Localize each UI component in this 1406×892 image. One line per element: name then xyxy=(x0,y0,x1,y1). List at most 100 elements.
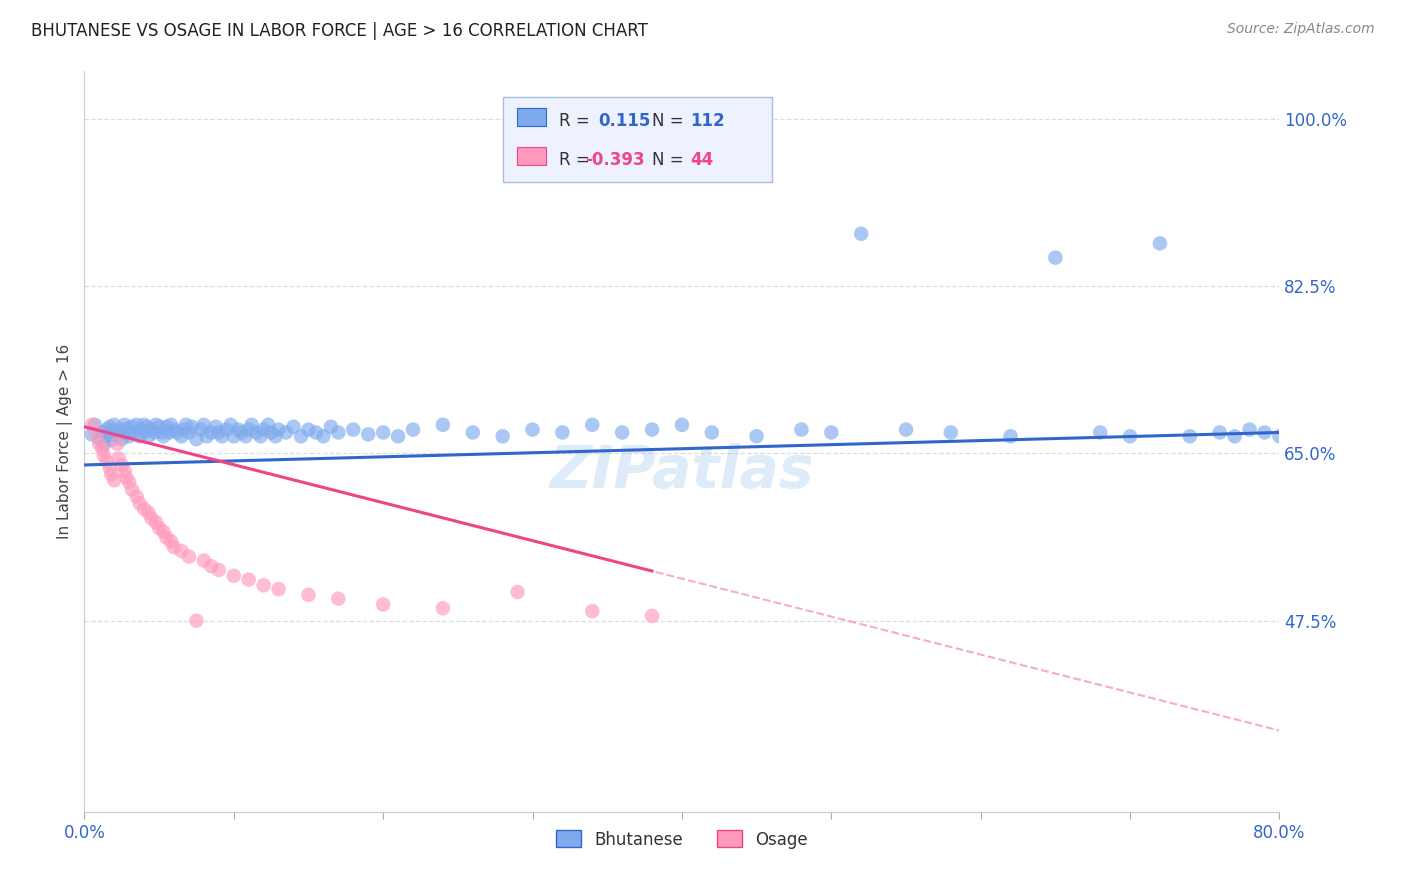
Point xyxy=(100,433,122,447)
Point xyxy=(222,568,245,582)
Point xyxy=(155,419,177,434)
Point xyxy=(1268,429,1291,443)
Point xyxy=(745,429,768,443)
Point xyxy=(118,429,141,443)
Point xyxy=(1090,425,1112,440)
Point xyxy=(328,425,350,440)
Point xyxy=(1209,425,1232,440)
Legend: Bhutanese, Osage: Bhutanese, Osage xyxy=(550,823,814,855)
Point xyxy=(264,429,287,443)
Point xyxy=(211,429,233,443)
Point xyxy=(111,458,134,472)
Point xyxy=(174,417,197,432)
Point xyxy=(148,419,170,434)
Point xyxy=(297,588,319,602)
Point xyxy=(177,425,200,440)
Point xyxy=(1119,429,1142,443)
Point xyxy=(129,423,152,437)
Point xyxy=(283,419,305,434)
Point xyxy=(851,227,873,241)
Point xyxy=(103,425,125,439)
Point xyxy=(1313,429,1336,443)
Point xyxy=(226,423,249,437)
Point xyxy=(103,417,125,432)
Text: ZIPatlas: ZIPatlas xyxy=(550,442,814,500)
Point xyxy=(105,429,128,443)
Point xyxy=(200,559,222,574)
Point xyxy=(148,521,170,535)
Point xyxy=(1178,429,1201,443)
Point xyxy=(128,429,150,443)
Text: Source: ZipAtlas.com: Source: ZipAtlas.com xyxy=(1227,22,1375,37)
Point xyxy=(222,429,245,443)
Point xyxy=(506,585,529,599)
Point xyxy=(125,490,148,504)
Point xyxy=(1284,423,1306,437)
Point xyxy=(193,553,215,567)
Point xyxy=(432,417,454,432)
Point xyxy=(432,601,454,615)
Text: R =: R = xyxy=(558,112,595,130)
Point xyxy=(136,419,159,434)
Point xyxy=(101,427,124,442)
Point xyxy=(100,467,122,482)
Point xyxy=(790,423,813,437)
Point xyxy=(581,604,603,618)
Point xyxy=(373,598,395,612)
Point xyxy=(290,429,312,443)
Point xyxy=(240,417,263,432)
Point xyxy=(249,429,271,443)
Point xyxy=(111,425,134,440)
Point xyxy=(1298,456,1320,470)
Point xyxy=(357,427,380,442)
Point xyxy=(235,429,257,443)
Text: N =: N = xyxy=(652,151,689,169)
Point xyxy=(492,429,515,443)
Point xyxy=(118,475,141,490)
Point xyxy=(208,425,231,440)
Point xyxy=(115,470,138,484)
Point xyxy=(581,417,603,432)
Point xyxy=(274,425,297,440)
Point xyxy=(297,423,319,437)
Text: 112: 112 xyxy=(690,112,725,130)
Point xyxy=(181,419,204,434)
Point xyxy=(200,425,222,440)
Point xyxy=(96,423,118,437)
Y-axis label: In Labor Force | Age > 16: In Labor Force | Age > 16 xyxy=(58,344,73,539)
Point xyxy=(238,423,260,437)
Point xyxy=(103,473,125,487)
Point xyxy=(121,419,143,434)
Point xyxy=(245,425,267,440)
Point xyxy=(267,423,290,437)
Point xyxy=(96,454,118,468)
Point xyxy=(219,417,242,432)
Point xyxy=(89,437,111,451)
Point xyxy=(1000,429,1022,443)
Point xyxy=(253,423,276,437)
Point xyxy=(160,534,183,549)
Point xyxy=(132,502,156,516)
Point xyxy=(641,608,664,623)
Point xyxy=(215,423,238,437)
Point xyxy=(111,432,134,446)
Text: N =: N = xyxy=(652,112,689,130)
Point xyxy=(152,524,174,539)
Point xyxy=(1045,251,1067,265)
Point xyxy=(91,442,114,456)
Point xyxy=(253,578,276,592)
Point xyxy=(1223,429,1246,443)
Point xyxy=(138,506,160,520)
Point xyxy=(671,417,693,432)
Point xyxy=(118,425,141,440)
Point xyxy=(820,425,842,440)
Point xyxy=(373,425,395,440)
Point xyxy=(93,437,115,451)
Point xyxy=(312,429,335,443)
Point xyxy=(163,423,186,437)
Point xyxy=(80,427,103,442)
Point xyxy=(132,417,156,432)
Point xyxy=(141,511,163,525)
Point xyxy=(193,417,215,432)
Point xyxy=(195,429,218,443)
